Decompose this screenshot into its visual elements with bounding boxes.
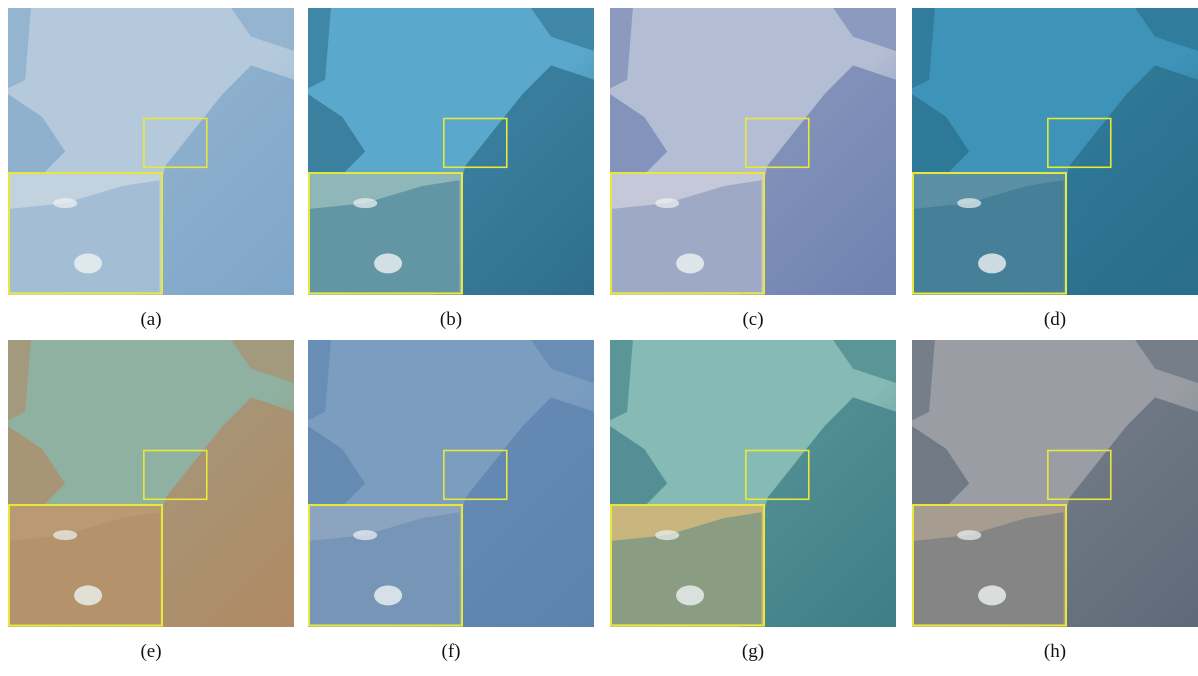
panel-label: (b) bbox=[440, 309, 462, 330]
inset-feature bbox=[676, 585, 704, 605]
inset-feature bbox=[655, 198, 679, 208]
panel-label: (c) bbox=[742, 309, 763, 330]
inset-feature bbox=[74, 253, 102, 273]
inset-feature bbox=[957, 530, 981, 540]
inset-feature bbox=[957, 198, 981, 208]
inset-feature bbox=[655, 530, 679, 540]
inset-feature bbox=[74, 585, 102, 605]
inset-feature bbox=[374, 585, 402, 605]
panel: (a) bbox=[8, 8, 294, 330]
inset-feature bbox=[978, 585, 1006, 605]
panel: (c) bbox=[610, 8, 896, 330]
panel-label: (d) bbox=[1044, 309, 1066, 330]
inset-feature bbox=[978, 253, 1006, 273]
panel-label: (h) bbox=[1044, 641, 1066, 662]
inset-feature bbox=[676, 253, 704, 273]
panel-label: (a) bbox=[140, 309, 161, 330]
panel-label: (f) bbox=[442, 641, 461, 662]
panel: (f) bbox=[308, 340, 594, 662]
inset-feature bbox=[53, 530, 77, 540]
panel: (d) bbox=[912, 8, 1198, 330]
inset-feature bbox=[353, 530, 377, 540]
panel-label: (e) bbox=[140, 641, 161, 662]
panel: (b) bbox=[308, 8, 594, 330]
panel: (e) bbox=[8, 340, 294, 662]
panel: (g) bbox=[610, 340, 896, 662]
panel: (h) bbox=[912, 340, 1198, 662]
inset-feature bbox=[353, 198, 377, 208]
inset-feature bbox=[53, 198, 77, 208]
panel-label: (g) bbox=[742, 641, 764, 662]
figure: (a) (b) (c) (d) (e) (f) (g) (h) bbox=[0, 0, 1198, 671]
inset-feature bbox=[374, 253, 402, 273]
